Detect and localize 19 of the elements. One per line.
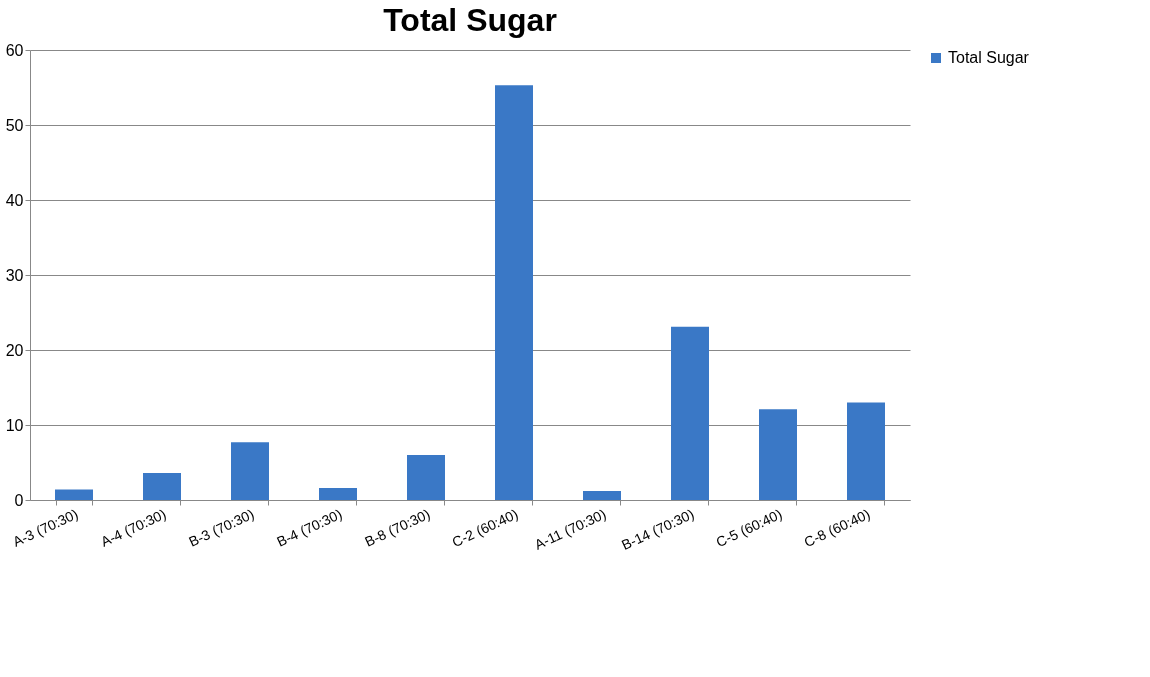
y-tick-label: 0	[14, 491, 24, 509]
bar	[319, 488, 357, 500]
bar	[847, 402, 885, 500]
y-tick-label: 20	[5, 341, 24, 359]
legend-label: Total Sugar	[948, 49, 1030, 66]
chart-title: Total Sugar	[383, 2, 557, 38]
bar	[583, 491, 621, 500]
bar	[55, 489, 93, 500]
bar	[231, 442, 269, 500]
y-tick-label: 30	[5, 266, 24, 284]
bar	[495, 85, 533, 500]
y-tick-label: 50	[5, 116, 24, 134]
bar	[143, 473, 181, 500]
y-tick-label: 10	[5, 416, 24, 434]
bar	[671, 326, 709, 500]
y-tick-label: 40	[5, 191, 24, 209]
bar	[759, 409, 797, 500]
bar	[407, 455, 445, 500]
y-tick-label: 60	[5, 41, 24, 59]
